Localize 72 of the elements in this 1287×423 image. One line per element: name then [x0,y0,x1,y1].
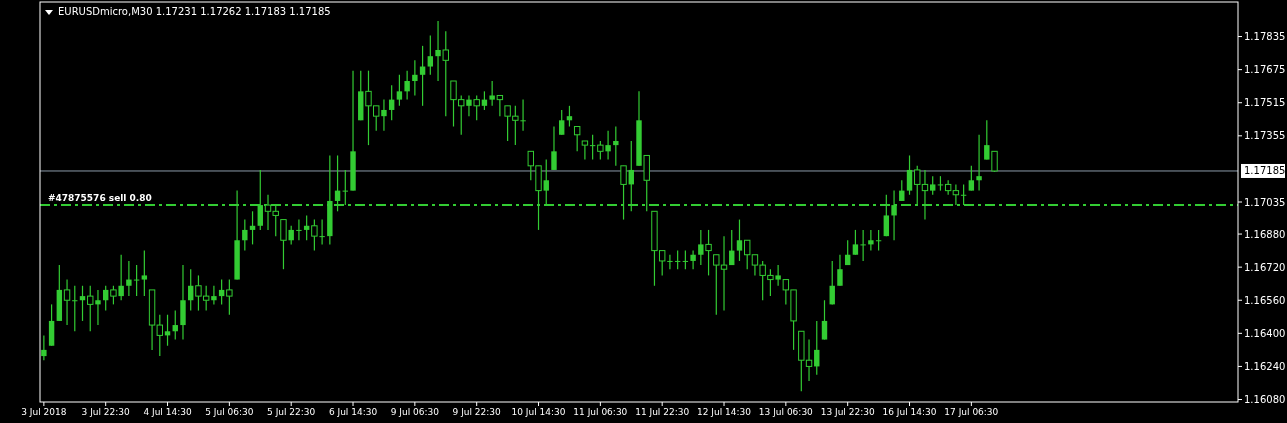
candlestick [242,218,248,252]
candlestick [72,285,78,332]
x-tick-label: 6 Jul 14:30 [328,407,378,417]
x-tick-label: 3 Jul 22:30 [81,407,131,417]
candlestick [581,140,589,161]
candlestick [852,229,859,256]
candlestick [906,154,913,196]
y-tick-label: 1.16880 [1244,228,1286,240]
x-tick-label: 10 Jul 14:30 [511,407,566,417]
candlestick [427,34,434,76]
y-tick-label: 1.16560 [1244,294,1286,306]
x-tick-label: 5 Jul 22:30 [267,407,316,417]
x-tick-label: 12 Jul 14:30 [697,407,752,417]
ref-line-label: 1.17185 [1244,165,1286,177]
candlestick [133,264,140,297]
candlestick [573,125,581,152]
candlestick [164,314,171,347]
candlestick [489,80,495,107]
y-tick-label: 1.17515 [1244,97,1286,109]
candlestick [188,268,194,312]
candlestick [674,250,681,270]
x-tick-label: 11 Jul 06:30 [573,407,628,417]
x-tick-label: 5 Jul 06:30 [205,407,254,417]
candlestick [930,175,936,196]
x-tick-label: 16 Jul 14:30 [882,407,937,417]
candlestick [249,210,256,245]
candlestick [729,229,735,266]
candlestick [868,229,874,252]
candlestick [690,250,696,270]
y-tick-label: 1.17835 [1244,31,1286,43]
y-tick-label: 1.16240 [1244,360,1286,372]
ref-line-label: #47875576 sell 0.80 [48,192,152,203]
candlestick [682,250,689,270]
candlestick [496,94,504,117]
y-tick-label: 1.17035 [1244,196,1286,208]
candlestick [976,134,982,192]
candlestick [613,125,619,167]
y-tick-label: 1.16080 [1244,394,1286,406]
x-tick-label: 9 Jul 22:30 [452,407,502,417]
candlestick [226,278,233,316]
candlestick [296,218,302,241]
candlestick [126,260,132,297]
candlestick [589,134,596,161]
candlestick [968,165,975,192]
y-tick-label: 1.17355 [1244,130,1286,142]
x-tick-label: 13 Jul 06:30 [758,407,814,417]
x-tick-label: 3 Jul 2018 [21,407,67,417]
candlestick [860,229,866,262]
candlestick [566,105,573,128]
chart-title: EURUSDmicro,M30 1.17231 1.17262 1.17183 1.17185 [58,6,331,17]
x-tick-label: 11 Jul 22:30 [635,407,690,417]
candlestick [559,109,565,136]
candlestick [875,229,882,252]
candlestick [41,334,47,361]
candlestick [412,59,418,97]
x-tick-label: 9 Jul 06:30 [390,407,440,417]
x-tick-label: 4 Jul 14:30 [143,407,192,417]
candlestick [396,74,403,107]
candlestick [79,285,86,322]
y-tick-label: 1.17675 [1244,64,1286,76]
x-tick-label: 17 Jul 06:30 [944,407,999,417]
candlestick [63,278,71,326]
candlestick [551,125,557,171]
candlestick [821,299,828,341]
candlestick [141,250,148,297]
candlestick [404,70,410,101]
candlestick [303,214,310,241]
y-tick-label: 1.16400 [1244,327,1286,339]
candlestick [837,254,843,287]
x-tick-label: 13 Jul 22:30 [820,407,875,417]
candlestick [736,218,743,262]
y-tick-label: 1.16720 [1244,261,1286,273]
